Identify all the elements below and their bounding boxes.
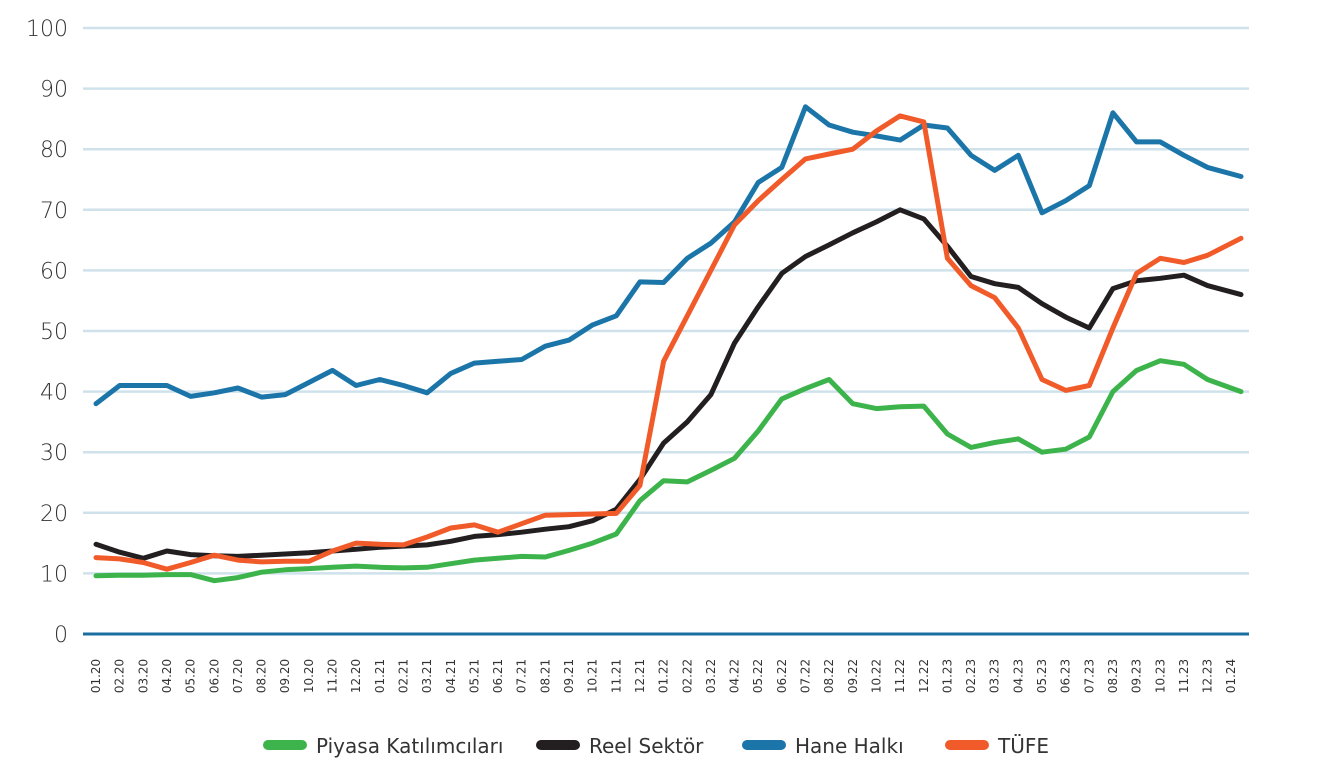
series-line-2 [93, 104, 1244, 407]
y-tick-label: 70 [40, 199, 68, 224]
x-tick-label: 05.20 [184, 659, 198, 693]
x-tick-label: 02.21 [396, 659, 410, 693]
x-tick-label: 04.20 [160, 659, 174, 693]
x-tick-label: 06.22 [775, 659, 789, 693]
y-tick-label: 10 [40, 562, 68, 587]
x-tick-label: 05.23 [1035, 659, 1049, 693]
y-tick-label: 0 [54, 623, 68, 648]
x-tick-label: 02.23 [964, 659, 978, 693]
x-tick-label: 03.21 [420, 659, 434, 693]
x-tick-label: 09.23 [1130, 659, 1144, 693]
x-tick-label: 10.22 [869, 659, 883, 693]
series-line-1 [93, 207, 1244, 561]
y-tick-label: 90 [40, 78, 68, 103]
y-tick-label: 40 [40, 381, 68, 406]
x-tick-label: 01.24 [1224, 659, 1238, 693]
x-tick-label: 12.20 [349, 659, 363, 693]
y-tick-label: 20 [40, 502, 68, 527]
x-tick-label: 06.21 [491, 659, 505, 693]
x-tick-label: 08.22 [822, 659, 836, 693]
x-tick-label: 12.22 [917, 659, 931, 693]
x-tick-label: 07.23 [1082, 659, 1096, 693]
x-tick-label: 11.21 [609, 659, 623, 693]
legend-label: Piyasa Katılımcıları [316, 734, 503, 758]
x-tick-label: 06.20 [207, 659, 221, 693]
x-axis-ticks: 01.20 02.20 03.20 04.20 05.20 06.20 07.20 08.20… [89, 659, 1238, 693]
x-tick-label: 09.22 [846, 659, 860, 693]
x-tick-label: 12.21 [633, 659, 647, 693]
series-lines [93, 104, 1244, 584]
x-tick-label: 09.20 [278, 659, 292, 693]
x-tick-label: 09.21 [562, 659, 576, 693]
x-tick-label: 11.23 [1177, 659, 1191, 693]
x-tick-label: 03.23 [988, 659, 1002, 693]
gridlines [83, 26, 1249, 575]
x-tick-label: 03.22 [704, 659, 718, 693]
x-tick-label: 04.21 [444, 659, 458, 693]
x-tick-label: 01.22 [657, 659, 671, 693]
x-tick-label: 08.20 [255, 659, 269, 693]
legend: Piyasa Katılımcıları Reel Sektör Hane Halk… [263, 734, 1049, 758]
x-tick-label: 07.22 [799, 659, 813, 693]
x-tick-label: 08.23 [1106, 659, 1120, 693]
x-tick-label: 10.20 [302, 659, 316, 693]
x-tick-label: 12.23 [1201, 659, 1215, 693]
y-axis-ticks: 0 10 20 30 40 50 60 70 80 90 100 [26, 17, 68, 648]
x-tick-label: 05.22 [751, 659, 765, 693]
series-line-3 [93, 113, 1244, 572]
y-tick-label: 80 [40, 138, 68, 163]
y-tick-label: 60 [40, 259, 68, 284]
y-tick-label: 30 [40, 441, 68, 466]
x-tick-label: 02.20 [113, 659, 127, 693]
x-tick-label: 05.21 [467, 659, 481, 693]
x-tick-label: 03.20 [136, 659, 150, 693]
x-tick-label: 07.21 [515, 659, 529, 693]
x-tick-label: 07.20 [231, 659, 245, 693]
x-tick-label: 01.20 [89, 659, 103, 693]
x-tick-label: 11.22 [893, 659, 907, 693]
x-tick-label: 10.23 [1153, 659, 1167, 693]
y-tick-label: 50 [40, 320, 68, 345]
x-tick-label: 01.23 [940, 659, 954, 693]
legend-label: Reel Sektör [589, 734, 704, 758]
legend-label: TÜFE [997, 734, 1049, 758]
y-tick-label: 100 [26, 17, 68, 42]
x-tick-label: 04.22 [728, 659, 742, 693]
x-tick-label: 06.23 [1059, 659, 1073, 693]
x-tick-label: 04.23 [1011, 659, 1025, 693]
series-line-0 [93, 358, 1244, 584]
legend-label: Hane Halkı [795, 734, 904, 758]
x-tick-label: 08.21 [538, 659, 552, 693]
x-tick-label: 01.21 [373, 659, 387, 693]
x-tick-label: 10.21 [586, 659, 600, 693]
x-tick-label: 02.22 [680, 659, 694, 693]
x-tick-label: 11.20 [326, 659, 340, 693]
